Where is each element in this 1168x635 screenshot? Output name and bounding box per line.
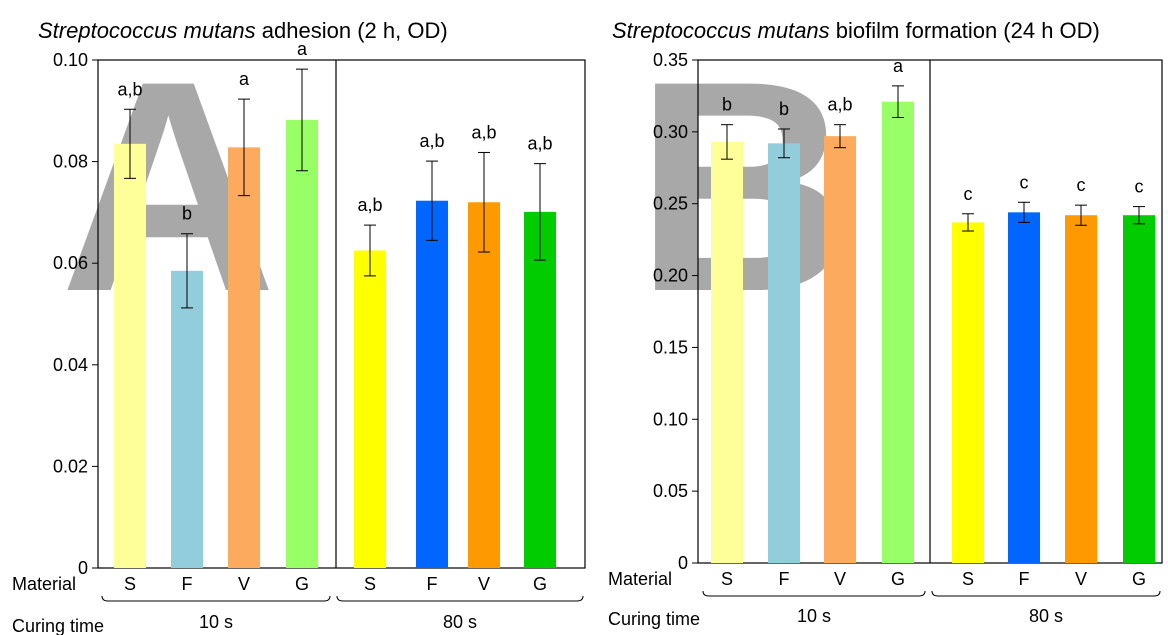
- significance-label: a,b: [827, 95, 852, 115]
- category-label: F: [427, 574, 438, 594]
- category-label: V: [1075, 569, 1087, 589]
- group-bracket: [336, 595, 584, 602]
- group-bracket: [931, 590, 1161, 597]
- significance-label: a,b: [527, 134, 552, 154]
- y-tick-label: 0: [678, 553, 688, 573]
- title-italic: Streptococcus mutans: [38, 18, 256, 43]
- bar: [711, 141, 743, 563]
- significance-label: a: [893, 56, 904, 76]
- panel-letter: B: [635, 18, 852, 354]
- y-tick-label: 0.04: [53, 355, 88, 375]
- bar: [824, 136, 856, 563]
- bar: [952, 222, 984, 563]
- significance-label: a,b: [471, 122, 496, 142]
- significance-label: b: [182, 204, 192, 224]
- significance-label: a: [297, 39, 308, 59]
- significance-label: c: [964, 184, 973, 204]
- bar: [286, 119, 318, 568]
- y-tick-label: 0.08: [53, 152, 88, 172]
- category-label: G: [891, 569, 905, 589]
- bar: [171, 270, 203, 568]
- title-rest: adhesion (2 h, OD): [256, 18, 448, 43]
- category-label: V: [834, 569, 846, 589]
- y-tick-label: 0.02: [53, 456, 88, 476]
- plot-frame: [97, 59, 586, 569]
- y-tick-label: 0.10: [653, 409, 688, 429]
- y-tick-label: 0.10: [53, 50, 88, 70]
- significance-label: a,b: [419, 131, 444, 151]
- group-bracket: [702, 590, 926, 597]
- category-label: V: [478, 574, 490, 594]
- bar: [1065, 215, 1097, 563]
- category-label: G: [533, 574, 547, 594]
- category-label: G: [1132, 569, 1146, 589]
- category-label: V: [238, 574, 250, 594]
- curing-time-label: Curing time: [608, 609, 700, 629]
- group-label: 80 s: [1029, 606, 1063, 626]
- category-label: S: [124, 574, 136, 594]
- bar: [768, 143, 800, 563]
- y-tick-label: 0.05: [653, 481, 688, 501]
- bar: [228, 147, 260, 568]
- material-label: Material: [608, 569, 672, 589]
- significance-label: b: [722, 95, 732, 115]
- bar: [114, 143, 146, 568]
- group-bracket: [101, 595, 331, 602]
- significance-label: a: [239, 69, 250, 89]
- y-tick-label: 0.20: [653, 266, 688, 286]
- category-label: S: [364, 574, 376, 594]
- material-label: Material: [12, 574, 76, 594]
- bar: [524, 211, 556, 568]
- significance-label: c: [1135, 177, 1144, 197]
- category-label: S: [721, 569, 733, 589]
- title-rest: biofilm formation (24 h OD): [830, 18, 1100, 43]
- significance-label: a,b: [117, 79, 142, 99]
- bar: [1123, 215, 1155, 563]
- bar: [416, 200, 448, 568]
- significance-label: c: [1077, 175, 1086, 195]
- bar: [882, 101, 914, 564]
- y-tick-label: 0: [78, 558, 88, 578]
- bar: [354, 250, 386, 568]
- category-label: F: [1019, 569, 1030, 589]
- significance-label: a,b: [357, 195, 382, 215]
- category-label: G: [295, 574, 309, 594]
- y-tick-label: 0.25: [653, 194, 688, 214]
- bar: [1008, 212, 1040, 563]
- chart-title: Streptococcus mutans biofilm formation (…: [612, 18, 1100, 43]
- title-italic: Streptococcus mutans: [612, 18, 830, 43]
- significance-label: c: [1020, 172, 1029, 192]
- category-label: F: [779, 569, 790, 589]
- group-label: 10 s: [797, 606, 831, 626]
- group-label: 80 s: [443, 612, 477, 632]
- y-tick-label: 0.06: [53, 253, 88, 273]
- category-label: F: [182, 574, 193, 594]
- chart-title: Streptococcus mutans adhesion (2 h, OD): [38, 18, 448, 43]
- curing-time-label: Curing time: [12, 616, 104, 635]
- significance-label: b: [779, 99, 789, 119]
- category-label: S: [962, 569, 974, 589]
- bar: [468, 202, 500, 569]
- y-tick-label: 0.35: [653, 50, 688, 70]
- y-tick-label: 0.30: [653, 122, 688, 142]
- group-label: 10 s: [199, 612, 233, 632]
- y-tick-label: 0.15: [653, 337, 688, 357]
